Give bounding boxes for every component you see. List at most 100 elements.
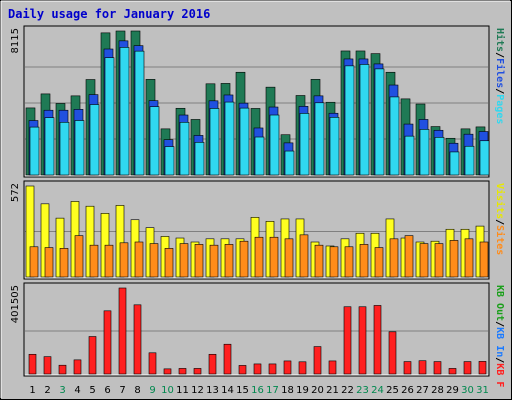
bar-kb-f	[268, 363, 277, 375]
bar-sites	[359, 244, 369, 278]
bar-pages	[449, 151, 460, 176]
panel-kbytes: 401505	[10, 282, 490, 377]
bar-sites	[389, 238, 399, 278]
bar-sites	[479, 241, 489, 278]
bar-kb-f	[328, 360, 337, 375]
bar-kb-f	[418, 360, 427, 375]
bar-kb-f	[103, 310, 112, 375]
bar-kb-f	[208, 353, 217, 375]
bar-pages	[194, 142, 205, 176]
x-tick-label: 4	[74, 385, 80, 396]
bar-pages	[434, 137, 445, 176]
legend-entry: /	[494, 52, 505, 58]
bar-sites	[104, 244, 114, 278]
bar-kb-f	[478, 361, 487, 375]
bar-pages	[299, 113, 310, 176]
legend-entry: /	[494, 321, 505, 327]
legend-entry: Files	[494, 58, 506, 88]
bar-sites	[119, 242, 129, 278]
bar-pages	[44, 117, 55, 176]
bar-sites	[29, 246, 39, 278]
bar-kb-f	[373, 305, 382, 375]
bar-kb-f	[223, 343, 232, 375]
legend-hits-files-pages: Hits/Files/Pages	[494, 28, 506, 124]
bar-kb-f	[73, 359, 82, 375]
bar-pages	[284, 150, 295, 176]
bar-pages	[329, 117, 340, 176]
bar-pages	[464, 145, 475, 176]
bar-pages	[59, 121, 70, 176]
max-label: 572	[10, 183, 21, 202]
bar-pages	[134, 50, 145, 176]
bar-kb-f	[88, 336, 97, 375]
bar-sites	[59, 248, 69, 278]
x-tick-label: 3	[59, 385, 65, 396]
bar-pages	[419, 129, 430, 176]
x-tick-label: 14	[221, 385, 234, 396]
bar-kb-f	[253, 363, 262, 375]
bar-pages	[404, 135, 415, 176]
legend-entry: Hits	[494, 28, 506, 52]
x-tick-label: 8	[134, 385, 140, 396]
x-tick-label: 29	[446, 385, 459, 396]
legend-entry: KB Out	[494, 285, 505, 321]
x-tick-label: 17	[266, 385, 279, 396]
bar-pages	[269, 114, 280, 176]
bar-sites	[239, 240, 249, 278]
x-tick-label: 16	[251, 385, 264, 396]
x-tick-label: 30	[461, 385, 474, 396]
bar-kb-f	[298, 361, 307, 375]
bar-pages	[74, 120, 85, 176]
max-label: 8115	[10, 28, 21, 53]
bar-sites	[434, 243, 444, 278]
legend-visits-sites: Visits/Sites	[494, 183, 506, 255]
x-tick-label: 15	[236, 385, 249, 396]
bar-pages	[344, 65, 355, 176]
x-tick-label: 21	[326, 385, 339, 396]
bar-kb-f	[343, 306, 352, 375]
bar-sites	[149, 243, 159, 278]
x-tick-label: 22	[341, 385, 354, 396]
bar-sites	[179, 243, 189, 278]
bar-kb-f	[43, 356, 52, 375]
bar-pages	[374, 68, 385, 176]
panel-visits-sites: 572	[10, 180, 490, 280]
bar-sites	[374, 247, 384, 278]
x-tick-label: 25	[386, 385, 399, 396]
bar-pages	[29, 126, 40, 176]
panel-hits-files-pages: 8115	[10, 25, 490, 178]
legend-kbytes: KB Out/KB In/KB F	[494, 285, 505, 387]
bar-pages	[89, 104, 100, 176]
x-tick-label: 31	[476, 385, 489, 396]
bar-sites	[449, 240, 459, 278]
bar-pages	[239, 107, 250, 176]
bar-sites	[464, 238, 474, 278]
bar-sites	[299, 234, 309, 278]
panel-frame	[23, 282, 490, 377]
bar-kb-f	[463, 361, 472, 375]
bar-sites	[404, 235, 414, 278]
bar-sites	[164, 248, 174, 278]
x-tick-label: 27	[416, 385, 429, 396]
bar-kb-f	[163, 368, 172, 375]
bar-sites	[344, 246, 354, 278]
bar-kb-f	[238, 365, 247, 375]
bar-kb-f	[118, 287, 127, 375]
bar-pages	[389, 96, 400, 176]
x-tick-label: 24	[371, 385, 384, 396]
x-tick-label: 18	[281, 385, 294, 396]
bar-sites	[224, 244, 234, 278]
bar-pages	[119, 47, 130, 176]
x-tick-label: 12	[191, 385, 204, 396]
bar-kb-f	[433, 361, 442, 375]
bar-pages	[149, 106, 160, 176]
bar-sites	[194, 244, 204, 278]
bar-kb-f	[313, 346, 322, 375]
bar-sites	[329, 246, 339, 278]
bar-kb-f	[58, 364, 67, 375]
bar-pages	[164, 146, 175, 176]
legend-entry: KB In	[494, 327, 505, 357]
bar-kb-f	[358, 306, 367, 375]
